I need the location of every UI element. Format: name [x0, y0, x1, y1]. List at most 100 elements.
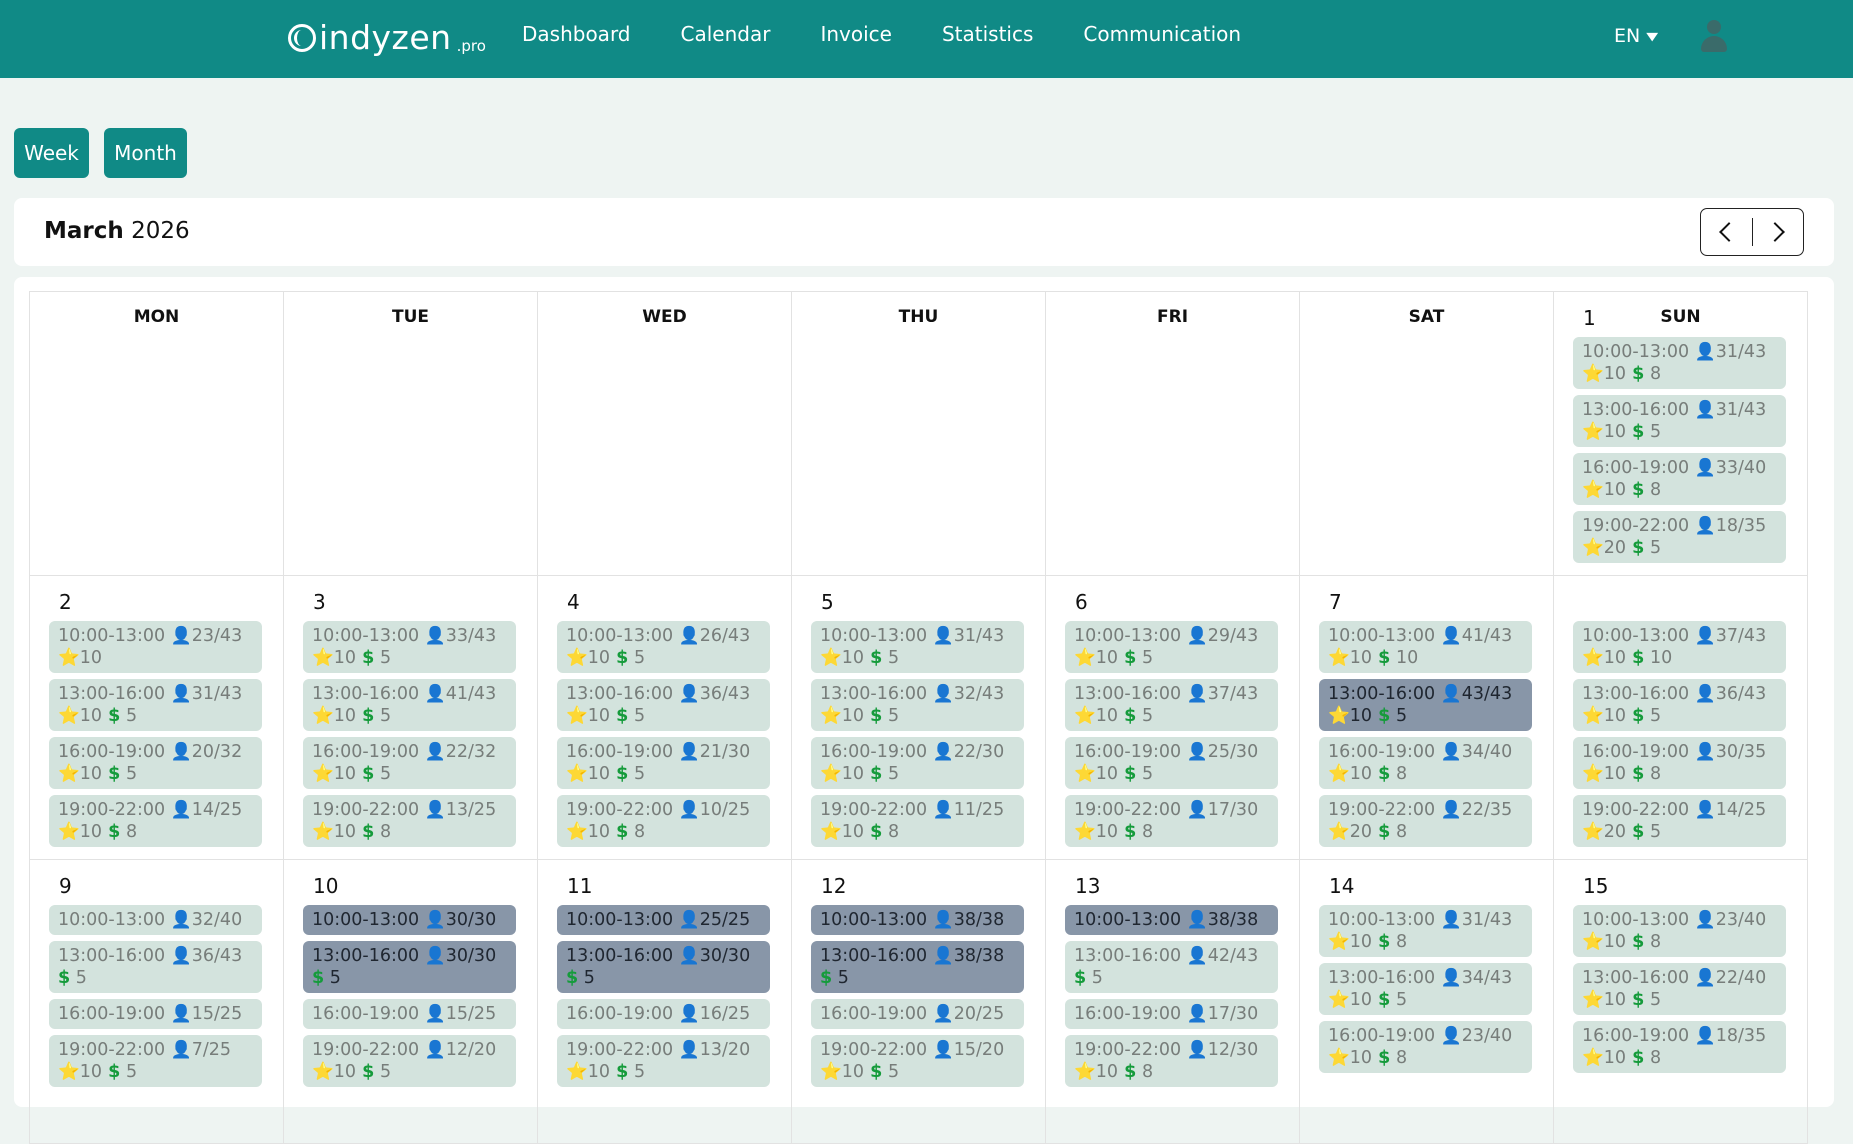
time-slot[interactable]: 10:00-13:00 👤31/43 ⭐10 $ 8 — [1573, 337, 1786, 389]
time-slot[interactable]: 13:00-16:00 👤34/43 ⭐10 $ 5 — [1319, 963, 1532, 1015]
time-slot[interactable]: 16:00-19:00 👤33/40 ⭐10 $ 8 — [1573, 453, 1786, 505]
time-slot[interactable]: 19:00-22:00 👤17/30 ⭐10 $ 8 — [1065, 795, 1278, 847]
dollar-icon: $ — [610, 1062, 629, 1082]
time-slot[interactable]: 16:00-19:00 👤25/30 ⭐10 $ 5 — [1065, 737, 1278, 789]
nav-invoice[interactable]: Invoice — [820, 22, 892, 46]
slot-stars: 10 — [333, 648, 357, 668]
time-slot[interactable]: 13:00-16:00 👤31/43 ⭐10 $ 5 — [49, 679, 262, 731]
star-icon: ⭐ — [58, 1062, 80, 1082]
user-account-icon[interactable] — [1700, 20, 1728, 54]
slot-price: 5 — [1649, 422, 1662, 442]
previous-month-button[interactable] — [1701, 209, 1752, 255]
time-slot[interactable]: 13:00-16:00 👤36/43 ⭐10 $ 5 — [557, 679, 770, 731]
time-slot-full[interactable]: 13:00-16:00 👤43/43 ⭐10 $ 5 — [1319, 679, 1532, 731]
slot-primary-line: 10:00-13:00 👤32/40 — [58, 909, 253, 931]
slot-price: 5 — [379, 648, 392, 668]
time-slot-full[interactable]: 10:00-13:00 👤38/38 — [1065, 905, 1278, 935]
time-slot[interactable]: 10:00-13:00 👤29/43 ⭐10 $ 5 — [1065, 621, 1278, 673]
slot-seats: 13/20 — [699, 1040, 751, 1060]
time-slot[interactable]: 19:00-22:00 👤12/20 ⭐10 $ 5 — [303, 1035, 516, 1087]
time-slot[interactable]: 10:00-13:00 👤23/43 ⭐10 — [49, 621, 262, 673]
language-selector[interactable]: EN ▼ — [1614, 25, 1658, 47]
month-view-button[interactable]: Month — [104, 128, 187, 178]
slot-seats: 12/30 — [1207, 1040, 1259, 1060]
slot-price: 5 — [379, 706, 392, 726]
person-icon: 👤 — [1435, 626, 1462, 646]
logo-text: indyzen — [319, 18, 452, 57]
time-slot[interactable]: 10:00-13:00 👤41/43 ⭐10 $ 10 — [1319, 621, 1532, 673]
slot-seats: 41/43 — [1461, 626, 1513, 646]
star-icon: ⭐ — [1582, 706, 1604, 726]
person-icon: 👤 — [165, 742, 192, 762]
time-slot[interactable]: 19:00-22:00 👤22/35 ⭐20 $ 8 — [1319, 795, 1532, 847]
star-icon: ⭐ — [58, 648, 80, 668]
time-slot[interactable]: 19:00-22:00 👤18/35 ⭐20 $ 5 — [1573, 511, 1786, 563]
time-slot[interactable]: 19:00-22:00 👤14/25 ⭐10 $ 8 — [49, 795, 262, 847]
time-slot-full[interactable]: 13:00-16:00 👤30/30 $ 5 — [557, 941, 770, 993]
time-slot[interactable]: 10:00-13:00 👤23/40 ⭐10 $ 8 — [1573, 905, 1786, 957]
time-slot[interactable]: 16:00-19:00 👤23/40 ⭐10 $ 8 — [1319, 1021, 1532, 1073]
time-slot[interactable]: 19:00-22:00 👤13/20 ⭐10 $ 5 — [557, 1035, 770, 1087]
slot-price: 8 — [125, 822, 138, 842]
time-slot[interactable]: 16:00-19:00 👤22/30 ⭐10 $ 5 — [811, 737, 1024, 789]
time-slot[interactable]: 19:00-22:00 👤7/25 ⭐10 $ 5 — [49, 1035, 262, 1087]
slot-price: 5 — [633, 1062, 646, 1082]
time-slot[interactable]: 16:00-19:00 👤17/30 — [1065, 999, 1278, 1029]
nav-calendar[interactable]: Calendar — [680, 22, 771, 46]
week-view-button[interactable]: Week — [14, 128, 89, 178]
time-slot[interactable]: 16:00-19:00 👤15/25 — [49, 999, 262, 1029]
time-slot[interactable]: 13:00-16:00 👤37/43 ⭐10 $ 5 — [1065, 679, 1278, 731]
slot-time: 10:00-13:00 — [1582, 342, 1690, 362]
time-slot[interactable]: 13:00-16:00 👤36/43 $ 5 — [49, 941, 262, 993]
time-slot[interactable]: 16:00-19:00 👤16/25 — [557, 999, 770, 1029]
time-slot[interactable]: 13:00-16:00 👤32/43 ⭐10 $ 5 — [811, 679, 1024, 731]
time-slot-full[interactable]: 10:00-13:00 👤30/30 — [303, 905, 516, 935]
time-slot[interactable]: 16:00-19:00 👤18/35 ⭐10 $ 8 — [1573, 1021, 1786, 1073]
time-slot[interactable]: 13:00-16:00 👤42/43 $ 5 — [1065, 941, 1278, 993]
slot-price: 8 — [1395, 932, 1408, 952]
slot-primary-line: 16:00-19:00 👤17/30 — [1074, 1003, 1269, 1025]
person-icon: 👤 — [1689, 800, 1716, 820]
dollar-icon: $ — [1626, 480, 1645, 500]
time-slot[interactable]: 19:00-22:00 👤11/25 ⭐10 $ 8 — [811, 795, 1024, 847]
time-slot[interactable]: 16:00-19:00 👤20/25 — [811, 999, 1024, 1029]
star-icon: ⭐ — [1328, 764, 1350, 784]
time-slot-full[interactable]: 13:00-16:00 👤38/38 $ 5 — [811, 941, 1024, 993]
time-slot[interactable]: 16:00-19:00 👤21/30 ⭐10 $ 5 — [557, 737, 770, 789]
time-slot[interactable]: 16:00-19:00 👤20/32 ⭐10 $ 5 — [49, 737, 262, 789]
weekday-header: THU — [898, 307, 939, 327]
calendar-day-cell: FRI — [1046, 292, 1300, 576]
time-slot[interactable]: 16:00-19:00 👤15/25 — [303, 999, 516, 1029]
logo[interactable]: indyzen .pro — [288, 18, 486, 58]
time-slot[interactable]: 19:00-22:00 👤12/30 ⭐10 $ 8 — [1065, 1035, 1278, 1087]
time-slot[interactable]: 10:00-13:00 👤31/43 ⭐10 $ 8 — [1319, 905, 1532, 957]
slot-primary-line: 13:00-16:00 👤38/38 — [820, 945, 1015, 967]
time-slot[interactable]: 13:00-16:00 👤22/40 ⭐10 $ 5 — [1573, 963, 1786, 1015]
time-slot[interactable]: 10:00-13:00 👤31/43 ⭐10 $ 5 — [811, 621, 1024, 673]
slot-price: 8 — [1649, 932, 1662, 952]
calendar-day-cell: 15 10:00-13:00 👤23/40 ⭐10 $ 8 13:00-16:00 👤… — [1554, 860, 1808, 1144]
time-slot[interactable]: 13:00-16:00 👤41/43 ⭐10 $ 5 — [303, 679, 516, 731]
nav-statistics[interactable]: Statistics — [941, 22, 1034, 46]
time-slot[interactable]: 10:00-13:00 👤37/43 ⭐10 $ 10 — [1573, 621, 1786, 673]
time-slot[interactable]: 19:00-22:00 👤13/25 ⭐10 $ 8 — [303, 795, 516, 847]
time-slot[interactable]: 19:00-22:00 👤10/25 ⭐10 $ 8 — [557, 795, 770, 847]
time-slot[interactable]: 10:00-13:00 👤26/43 ⭐10 $ 5 — [557, 621, 770, 673]
time-slot[interactable]: 19:00-22:00 👤15/20 ⭐10 $ 5 — [811, 1035, 1024, 1087]
time-slot-full[interactable]: 10:00-13:00 👤38/38 — [811, 905, 1024, 935]
nav-communication[interactable]: Communication — [1083, 22, 1242, 46]
time-slot[interactable]: 13:00-16:00 👤36/43 ⭐10 $ 5 — [1573, 679, 1786, 731]
time-slot[interactable]: 19:00-22:00 👤14/25 ⭐20 $ 5 — [1573, 795, 1786, 847]
time-slot-full[interactable]: 13:00-16:00 👤30/30 $ 5 — [303, 941, 516, 993]
time-slot-full[interactable]: 10:00-13:00 👤25/25 — [557, 905, 770, 935]
nav-dashboard[interactable]: Dashboard — [522, 22, 631, 46]
time-slot[interactable]: 16:00-19:00 👤34/40 ⭐10 $ 8 — [1319, 737, 1532, 789]
slot-stars: 10 — [1095, 648, 1119, 668]
time-slot[interactable]: 16:00-19:00 👤22/32 ⭐10 $ 5 — [303, 737, 516, 789]
time-slot[interactable]: 13:00-16:00 👤31/43 ⭐10 $ 5 — [1573, 395, 1786, 447]
time-slot[interactable]: 10:00-13:00 👤32/40 — [49, 905, 262, 935]
next-month-button[interactable] — [1752, 209, 1803, 255]
time-slot[interactable]: 16:00-19:00 👤30/35 ⭐10 $ 8 — [1573, 737, 1786, 789]
person-icon: 👤 — [927, 946, 954, 966]
time-slot[interactable]: 10:00-13:00 👤33/43 ⭐10 $ 5 — [303, 621, 516, 673]
